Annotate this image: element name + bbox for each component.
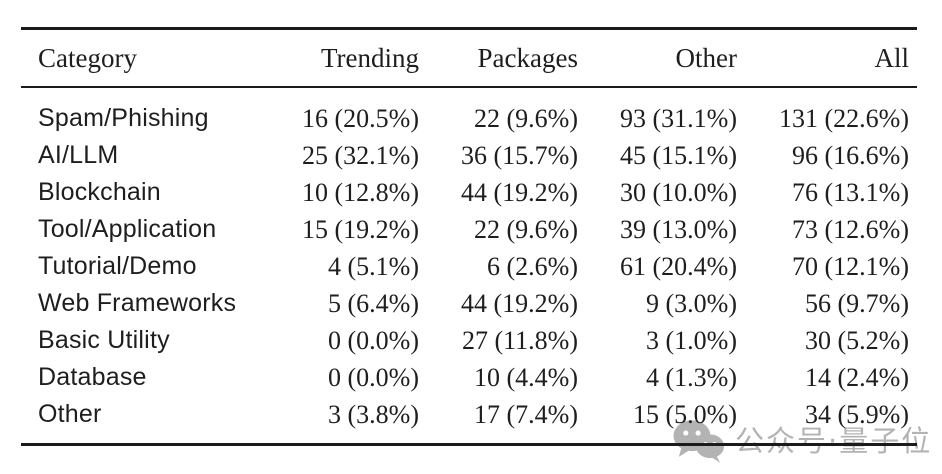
other-cell: 45 (15.1%) <box>620 140 737 170</box>
table-row: Basic Utility 0 (0.0%) 27 (11.8%) 3 (1.0… <box>21 322 917 359</box>
all-cell: 14 (2.4%) <box>805 362 909 392</box>
all-cell: 96 (16.6%) <box>792 140 909 170</box>
other-cell: 3 (1.0%) <box>646 325 737 355</box>
all-cell: 73 (12.6%) <box>792 214 909 244</box>
trending-cell: 15 (19.2%) <box>302 214 419 244</box>
category-cell: Blockchain <box>38 178 161 206</box>
category-cell: Basic Utility <box>38 326 170 354</box>
category-cell: Web Frameworks <box>38 289 237 317</box>
category-cell: AI/LLM <box>38 141 119 169</box>
all-cell: 56 (9.7%) <box>805 288 909 318</box>
all-cell: 34 (5.9%) <box>805 399 909 429</box>
table-row: Blockchain 10 (12.8%) 44 (19.2%) 30 (10.… <box>21 174 917 211</box>
other-cell: 30 (10.0%) <box>620 177 737 207</box>
trending-cell: 0 (0.0%) <box>328 362 419 392</box>
category-cell: Other <box>38 400 102 428</box>
trending-cell: 25 (32.1%) <box>302 140 419 170</box>
column-header-all: All <box>737 28 917 88</box>
header-row: Category Trending Packages Other All <box>21 28 917 88</box>
packages-cell: 6 (2.6%) <box>487 251 578 281</box>
category-distribution-table: Category Trending Packages Other All Spa… <box>21 27 917 446</box>
packages-cell: 22 (9.6%) <box>474 103 578 133</box>
category-cell: Tutorial/Demo <box>38 252 197 280</box>
all-cell: 76 (13.1%) <box>792 177 909 207</box>
trending-cell: 3 (3.8%) <box>328 399 419 429</box>
table-row: Tutorial/Demo 4 (5.1%) 6 (2.6%) 61 (20.4… <box>21 248 917 285</box>
table-row: Tool/Application 15 (19.2%) 22 (9.6%) 39… <box>21 211 917 248</box>
packages-cell: 22 (9.6%) <box>474 214 578 244</box>
column-header-packages: Packages <box>419 28 578 88</box>
packages-cell: 27 (11.8%) <box>461 325 578 355</box>
category-cell: Tool/Application <box>38 215 217 243</box>
packages-cell: 36 (15.7%) <box>461 140 578 170</box>
packages-cell: 44 (19.2%) <box>461 288 578 318</box>
all-cell: 70 (12.1%) <box>792 251 909 281</box>
trending-cell: 10 (12.8%) <box>302 177 419 207</box>
watermark-text: 公众号·量子位 <box>735 423 933 458</box>
column-header-other: Other <box>578 28 737 88</box>
other-cell: 39 (13.0%) <box>620 214 737 244</box>
other-cell: 93 (31.1%) <box>620 103 737 133</box>
trending-cell: 16 (20.5%) <box>302 103 419 133</box>
other-cell: 61 (20.4%) <box>620 251 737 281</box>
all-cell: 131 (22.6%) <box>779 103 909 133</box>
trending-cell: 0 (0.0%) <box>328 325 419 355</box>
packages-cell: 17 (7.4%) <box>474 399 578 429</box>
table-row: AI/LLM 25 (32.1%) 36 (15.7%) 45 (15.1%) … <box>21 137 917 174</box>
table-row: Web Frameworks 5 (6.4%) 44 (19.2%) 9 (3.… <box>21 285 917 322</box>
packages-cell: 10 (4.4%) <box>474 362 578 392</box>
column-header-category: Category <box>21 28 291 88</box>
table-row: Spam/Phishing 16 (20.5%) 22 (9.6%) 93 (3… <box>21 87 917 137</box>
packages-cell: 44 (19.2%) <box>461 177 578 207</box>
other-cell: 4 (1.3%) <box>646 362 737 392</box>
category-cell: Database <box>38 363 147 391</box>
table-row: Database 0 (0.0%) 10 (4.4%) 4 (1.3%) 14 … <box>21 359 917 396</box>
other-cell: 9 (3.0%) <box>646 288 737 318</box>
trending-cell: 4 (5.1%) <box>328 251 419 281</box>
all-cell: 30 (5.2%) <box>805 325 909 355</box>
trending-cell: 5 (6.4%) <box>328 288 419 318</box>
column-header-trending: Trending <box>291 28 419 88</box>
other-cell: 15 (5.0%) <box>633 399 737 429</box>
category-cell: Spam/Phishing <box>38 104 209 132</box>
table-row: Other 3 (3.8%) 17 (7.4%) 15 (5.0%) 34 (5… <box>21 396 917 445</box>
